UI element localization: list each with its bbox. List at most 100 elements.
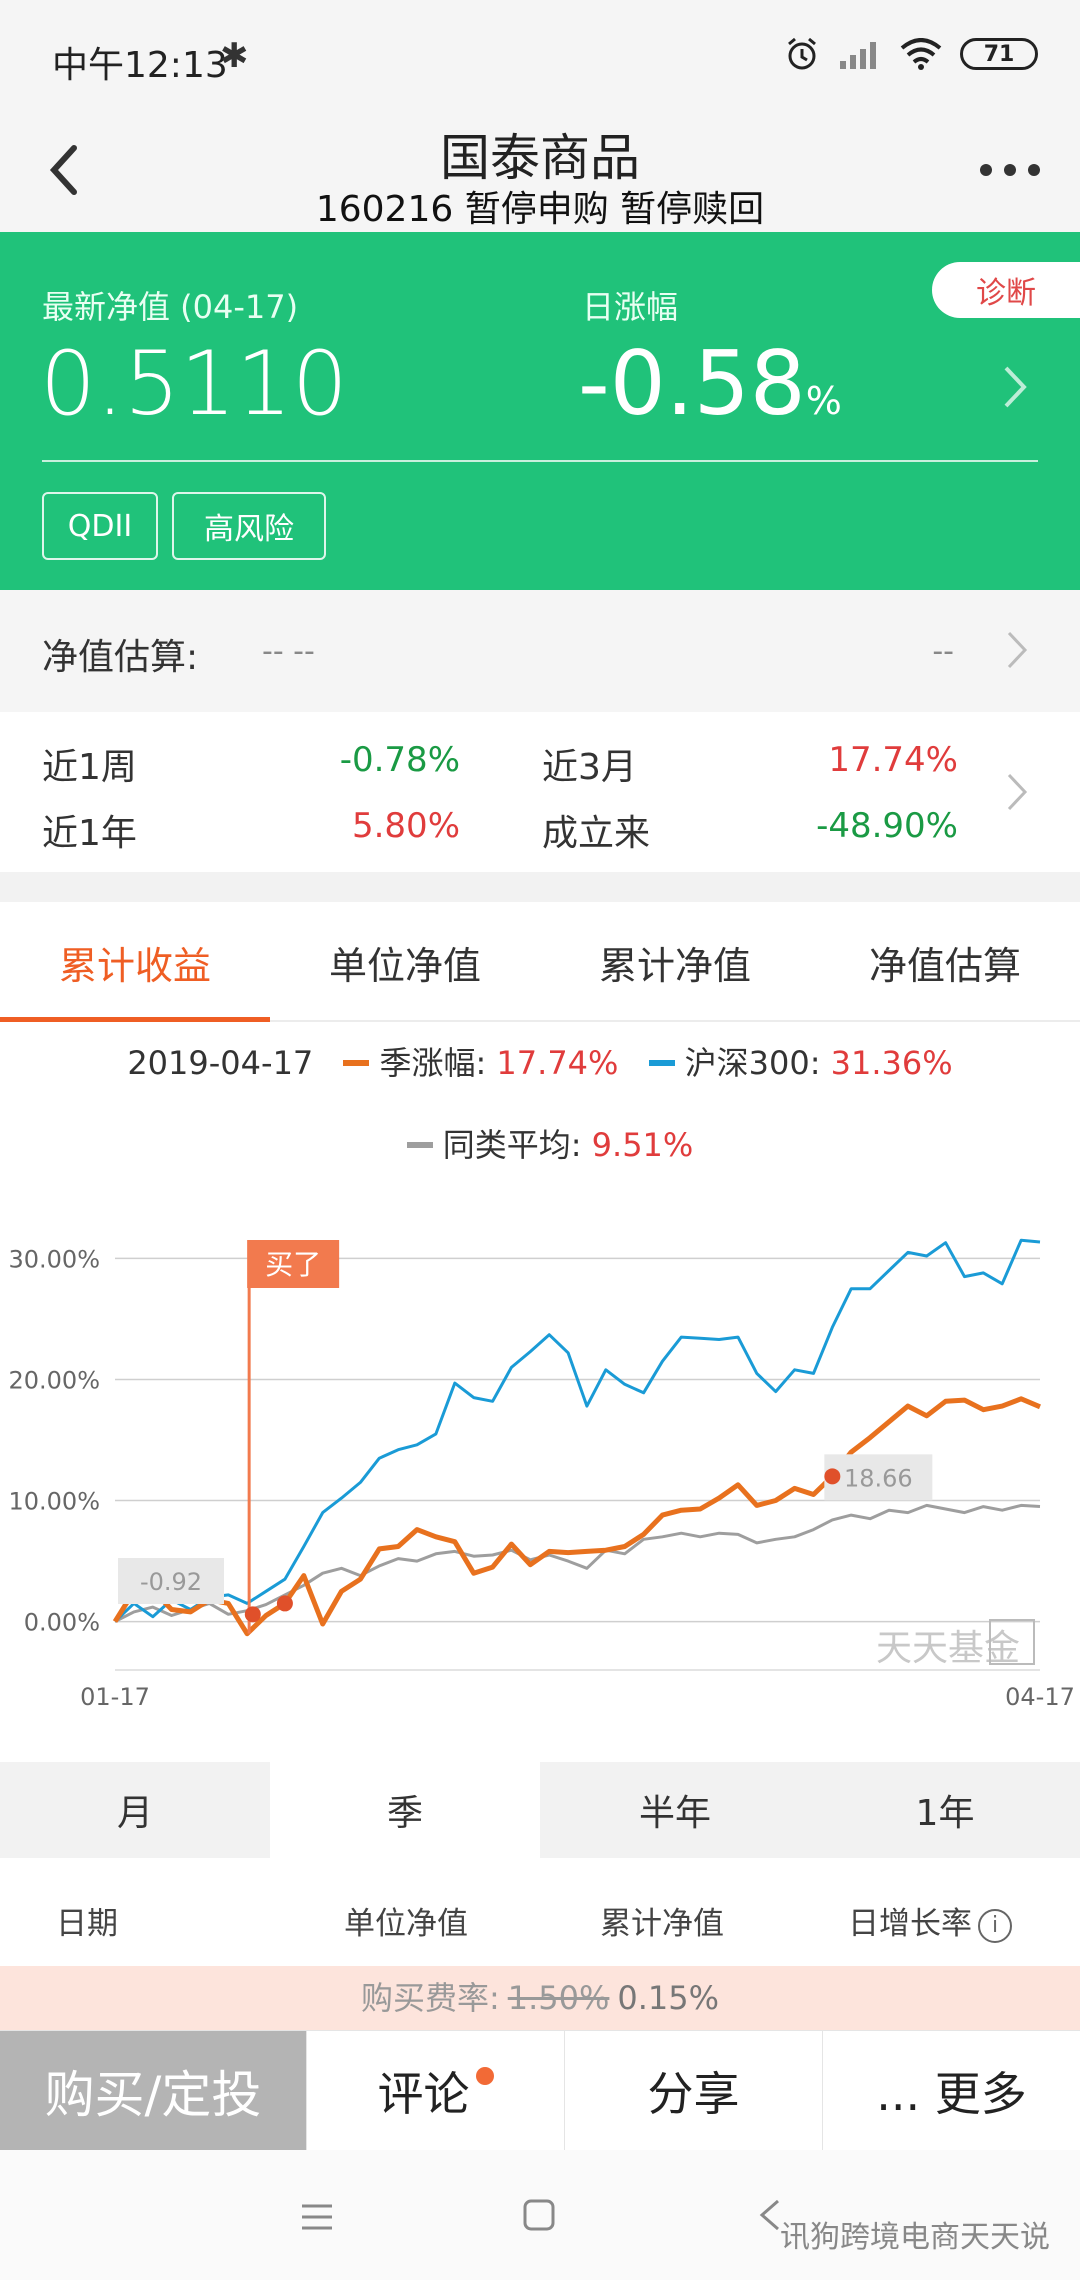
- bottom-action-bar: 购买/定投 评论 分享 ... 更多: [0, 2030, 1080, 2151]
- start-value-box: [118, 1558, 224, 1604]
- tab-cumulative-return[interactable]: 累计收益: [58, 943, 211, 988]
- comment-button[interactable]: 评论: [306, 2031, 564, 2151]
- tab-nav-estimate[interactable]: 净值估算: [868, 943, 1021, 988]
- legend-avg-label: 同类平均:: [442, 1126, 582, 1164]
- range-tab-month[interactable]: 月: [0, 1762, 270, 1858]
- return-chart[interactable]: 30.00% 20.00% 10.00% 0.00% 01-17 04-17 天天基金 买了 -…: [0, 1190, 1080, 1730]
- history-table-header: 日期 单位净值 累计净值 日增长率 i: [0, 1870, 1080, 1966]
- performance-summary[interactable]: 近1周 -0.78% 近3月 17.74% 近1年 5.80% 成立来 -48.…: [0, 712, 1080, 872]
- perf-quarter-label: 近3月: [542, 747, 637, 788]
- home-icon[interactable]: [522, 2198, 556, 2232]
- range-tab-quarter[interactable]: 季: [270, 1762, 540, 1858]
- estimate-label: 净值估算:: [42, 637, 199, 678]
- column-daily-growth-label: 日增长率: [848, 1906, 972, 1942]
- series-line-average: [114, 1503, 1041, 1623]
- day-change-label: 日涨幅: [582, 288, 679, 326]
- estimate-value: -- --: [262, 634, 315, 669]
- range-tab-half-year[interactable]: 半年: [540, 1762, 810, 1858]
- fee-original: 1.50%: [507, 1979, 610, 2017]
- latest-nav-label: 最新净值 (04-17): [42, 288, 299, 326]
- back-arrow-icon[interactable]: [40, 140, 90, 200]
- series-line-fund: [112, 1396, 1041, 1637]
- tab-unit-nav[interactable]: 单位净值: [328, 943, 481, 988]
- divider: [42, 460, 1038, 462]
- range-tabs: 月 季 半年 1年: [0, 1762, 1080, 1858]
- alarm-icon: [788, 37, 816, 70]
- trade-marker: [244, 1606, 261, 1623]
- chevron-right-icon[interactable]: [1004, 770, 1030, 814]
- diagnose-button[interactable]: 诊断: [932, 262, 1080, 318]
- legend-date: 2019-04-17: [127, 1044, 314, 1082]
- perf-week-value: -0.78%: [339, 740, 460, 780]
- menu-icon[interactable]: [300, 2202, 334, 2232]
- info-icon[interactable]: i: [978, 1908, 1012, 1943]
- section-gap: [0, 872, 1080, 902]
- day-change-unit: %: [805, 379, 842, 423]
- x-tick-label: 01-17: [80, 1683, 150, 1711]
- app-header: 国泰商品 160216 暂停申购 暂停赎回: [0, 110, 1080, 232]
- buy-marker-box: [247, 1240, 340, 1288]
- fund-summary-card[interactable]: 最新净值 (04-17) 0.5110 日涨幅 -0.58% 诊断 QDII 高…: [0, 232, 1080, 590]
- share-button[interactable]: 分享: [564, 2031, 822, 2151]
- y-tick-label: 10.00%: [8, 1488, 100, 1516]
- series-line-index: [113, 1238, 1041, 1623]
- battery-icon: 71: [960, 38, 1038, 70]
- perf-since-value: -48.90%: [816, 806, 958, 846]
- nav-estimate-row[interactable]: 净值估算: -- -- --: [0, 590, 1080, 712]
- day-change-number: -0.58: [578, 332, 806, 435]
- status-icons: 71: [784, 36, 1038, 72]
- tab-accumulated-nav[interactable]: 累计净值: [598, 943, 751, 988]
- purchase-fee-bar: 购买费率: 1.50% 0.15%: [0, 1966, 1080, 2030]
- perf-week-label: 近1周: [42, 747, 137, 788]
- column-acc-nav: 累计净值: [600, 1906, 724, 1942]
- legend-index-value: 31.36%: [830, 1044, 953, 1082]
- tag-high-risk: 高风险: [172, 492, 326, 560]
- system-nav-bar: 讯狗跨境电商天天说: [0, 2150, 1080, 2280]
- column-unit-nav: 单位净值: [344, 1906, 468, 1942]
- chevron-right-icon[interactable]: [1000, 362, 1030, 412]
- back-icon[interactable]: [758, 2198, 782, 2232]
- chevron-right-icon[interactable]: [1004, 628, 1030, 672]
- start-value-label: -0.92: [140, 1568, 202, 1596]
- expand-icon: [989, 1619, 1035, 1665]
- bluetooth-icon: ✱: [220, 36, 249, 76]
- trade-marker: [824, 1468, 841, 1485]
- perf-quarter-value: 17.74%: [828, 740, 958, 780]
- range-tab-one-year[interactable]: 1年: [810, 1762, 1080, 1858]
- chart-legend-row-1: 2019-04-17 季涨幅: 17.74% 沪深300: 31.36%: [0, 1038, 1080, 1084]
- page-title: 国泰商品: [440, 129, 640, 187]
- buy-button[interactable]: 购买/定投: [0, 2031, 306, 2151]
- legend-avg-value: 9.51%: [591, 1126, 694, 1164]
- return-chart-svg[interactable]: 30.00% 20.00% 10.00% 0.00% 01-17 04-17 天天基金 买了 -…: [0, 1190, 1080, 1730]
- wifi-icon: [900, 38, 942, 70]
- legend-swatch-avg: [406, 1142, 433, 1148]
- point-value-box: [824, 1454, 933, 1501]
- tag-qdii: QDII: [42, 492, 158, 560]
- legend-fund-value: 17.74%: [496, 1044, 619, 1082]
- active-tab-indicator: [0, 1017, 270, 1022]
- y-tick-label: 30.00%: [8, 1245, 100, 1273]
- day-change-value: -0.58%: [578, 332, 842, 435]
- fee-label: 购买费率:: [360, 1979, 500, 2017]
- legend-index-label: 沪深300:: [684, 1044, 821, 1082]
- x-tick-label: 04-17: [1005, 1683, 1075, 1711]
- status-time: 中午12:13: [52, 45, 228, 86]
- battery-level: 71: [983, 41, 1015, 67]
- latest-nav-value: 0.5110: [40, 332, 348, 435]
- signal-icon: [840, 42, 876, 69]
- status-bar: 中午12:13 ✱ 71: [0, 0, 1080, 110]
- more-options-icon[interactable]: [980, 160, 1040, 180]
- notification-dot: [475, 2067, 494, 2085]
- more-button[interactable]: ... 更多: [822, 2031, 1080, 2151]
- point-value-label: 18.66: [844, 1464, 913, 1492]
- chart-legend-row-2: 同类平均: 9.51%: [0, 1120, 1080, 1166]
- watermark: 讯狗跨境电商天天说: [780, 2220, 1050, 2255]
- perf-year-label: 近1年: [42, 813, 137, 854]
- y-tick-label: 0.00%: [24, 1609, 100, 1637]
- fund-code-status: 160216 暂停申购 暂停赎回: [315, 189, 765, 230]
- legend-swatch-fund: [343, 1060, 370, 1066]
- column-date: 日期: [56, 1906, 118, 1942]
- perf-year-value: 5.80%: [351, 806, 460, 846]
- trade-marker: [276, 1595, 293, 1612]
- y-tick-label: 20.00%: [8, 1366, 100, 1394]
